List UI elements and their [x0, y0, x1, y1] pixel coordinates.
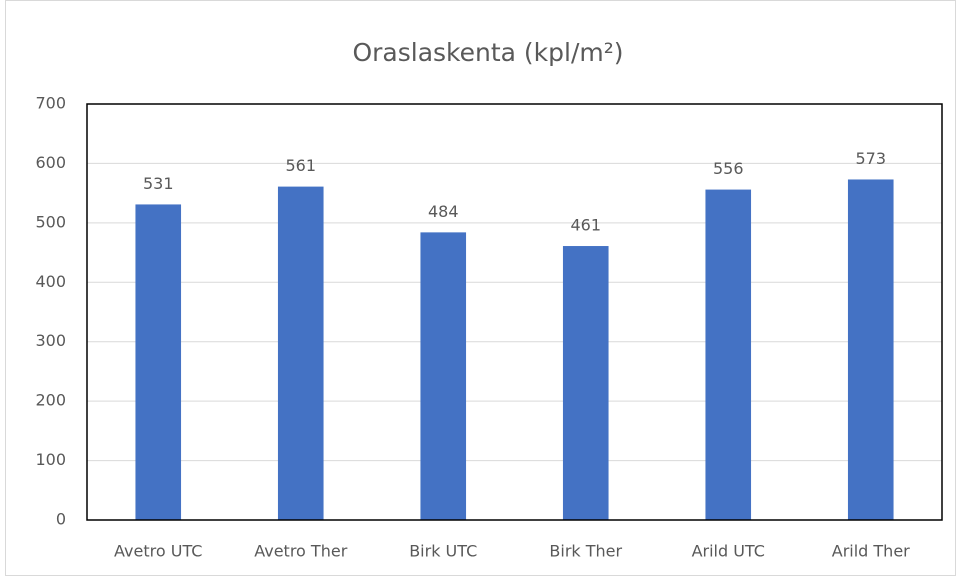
y-tick-label: 0 — [56, 510, 66, 529]
y-tick-label: 200 — [35, 391, 66, 410]
x-tick-label: Arild UTC — [692, 542, 765, 561]
bar — [277, 186, 324, 520]
plot-border — [86, 103, 943, 521]
x-tick-label: Birk UTC — [409, 542, 477, 561]
data-label: 556 — [713, 159, 744, 178]
data-label: 461 — [570, 216, 601, 235]
data-label: 573 — [855, 149, 886, 168]
x-tick-label: Arild Ther — [832, 542, 910, 561]
x-tick-label: Avetro Ther — [254, 542, 347, 561]
y-tick-label: 300 — [35, 331, 66, 350]
bar — [562, 246, 609, 520]
chart-title: Oraslaskenta (kpl/m²) — [352, 38, 623, 67]
x-tick-label: Avetro UTC — [114, 542, 202, 561]
y-tick-label: 100 — [35, 450, 66, 469]
y-tick-label: 400 — [35, 272, 66, 291]
y-tick-label: 600 — [35, 153, 66, 172]
data-label: 484 — [428, 202, 459, 221]
bar — [705, 189, 752, 520]
x-tick-label: Birk Ther — [549, 542, 622, 561]
bar — [135, 204, 182, 521]
y-tick-label: 500 — [35, 212, 66, 231]
bar — [420, 232, 467, 520]
bar — [847, 179, 894, 520]
y-tick-label: 700 — [35, 94, 66, 113]
data-label: 531 — [143, 174, 174, 193]
data-label: 561 — [285, 156, 316, 175]
